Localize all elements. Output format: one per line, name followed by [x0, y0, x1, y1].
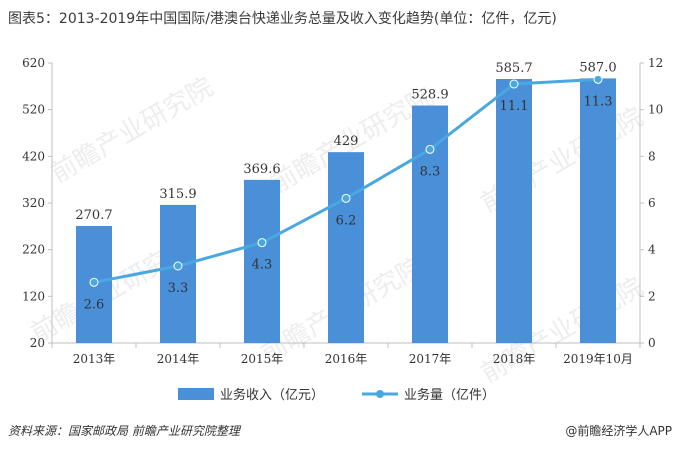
line-series: [89, 74, 603, 287]
revenue-bar: [160, 204, 196, 343]
volume-point-label: 6.2: [336, 213, 357, 228]
x-tick-label: 2013年: [73, 352, 116, 366]
volume-point-label: 3.3: [168, 281, 189, 296]
x-tick-label: 2015年: [241, 352, 284, 366]
chart-legend: 业务收入（亿元） 业务量（亿件）: [178, 387, 495, 403]
x-tick-label: 2017年: [409, 352, 452, 366]
left-tick-label: 420: [22, 149, 45, 163]
revenue-bar-label: 528.9: [411, 88, 448, 103]
legend-line-marker: [376, 390, 384, 398]
x-tick-label: 2016年: [325, 352, 368, 366]
source-note: 资料来源：国家邮政局 前瞻产业研究院整理: [8, 424, 240, 438]
x-tick-label: 2019年10月: [563, 352, 633, 366]
volume-point: [593, 74, 603, 84]
left-tick-label: 20: [30, 336, 45, 350]
left-tick-label: 220: [22, 243, 45, 257]
volume-point: [509, 79, 519, 89]
revenue-bar: [496, 79, 532, 344]
right-tick-label: 8: [648, 149, 656, 163]
left-tick-label: 120: [22, 289, 45, 303]
revenue-bar: [580, 78, 616, 344]
revenue-bar: [244, 179, 280, 343]
chart-title: 图表5：2013-2019年中国国际/港澳台快递业务总量及收入变化趋势(单位：亿…: [8, 11, 557, 27]
volume-point-label: 4.3: [252, 258, 273, 273]
x-tick-label: 2018年: [493, 352, 536, 366]
revenue-bar-label: 429: [334, 134, 359, 149]
x-tick-label: 2014年: [157, 352, 200, 366]
legend-line-label: 业务量（亿件）: [404, 387, 495, 403]
volume-point-label: 8.3: [420, 164, 441, 179]
volume-point: [425, 144, 435, 154]
bar-series: [76, 78, 616, 344]
left-tick-label: 320: [22, 196, 45, 210]
right-tick-label: 0: [648, 336, 656, 350]
volume-point: [89, 277, 99, 287]
revenue-bar-label: 587.0: [579, 60, 616, 75]
volume-point-label: 11.1: [500, 99, 529, 114]
revenue-bar-label: 315.9: [159, 187, 196, 202]
right-tick-label: 4: [648, 243, 656, 257]
right-tick-label: 2: [648, 289, 656, 303]
right-tick-label: 6: [648, 196, 656, 210]
revenue-bar: [328, 152, 364, 343]
volume-point: [257, 238, 267, 248]
revenue-bar-label: 270.7: [75, 208, 112, 223]
right-tick-label: 12: [648, 56, 663, 70]
volume-point: [173, 261, 183, 271]
left-tick-label: 520: [22, 103, 45, 117]
volume-point-label: 11.3: [584, 94, 613, 109]
volume-point: [341, 193, 351, 203]
revenue-bar-label: 369.6: [243, 162, 280, 177]
brand-label: @前瞻经济学人APP: [565, 424, 672, 438]
data-labels: 270.7 315.9 369.6 429 528.9 585.7 587.0 2.6 3.3 4…: [75, 60, 616, 312]
legend-bar-swatch: [178, 388, 214, 400]
left-tick-label: 620: [22, 56, 45, 70]
legend-bar-label: 业务收入（亿元）: [220, 387, 324, 403]
volume-point-label: 2.6: [84, 297, 105, 312]
right-tick-label: 10: [648, 103, 663, 117]
revenue-bar-label: 585.7: [495, 61, 532, 76]
